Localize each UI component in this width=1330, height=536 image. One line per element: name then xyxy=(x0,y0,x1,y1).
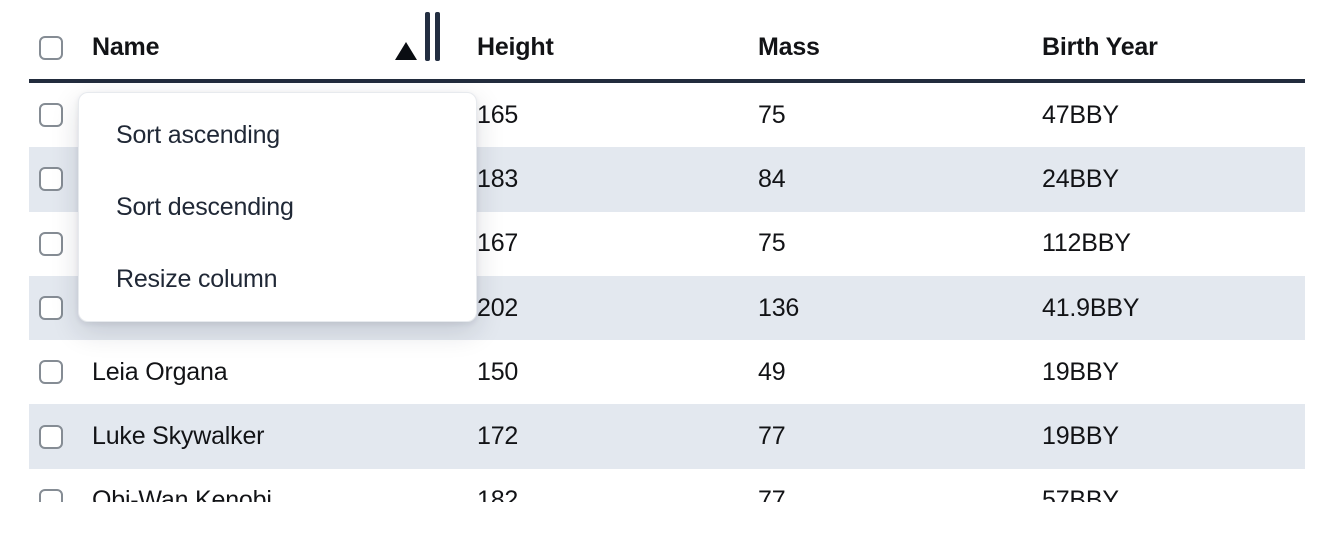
column-header-mass-label: Mass xyxy=(758,33,820,61)
cell-height: 167 xyxy=(477,229,519,258)
menu-item-resize-column[interactable]: Resize column xyxy=(116,264,278,293)
column-header-birth-year-label: Birth Year xyxy=(1042,33,1158,61)
row-checkbox-cell xyxy=(29,167,92,192)
cell-name: Obi-Wan Kenobi xyxy=(92,486,272,502)
column-context-menu: Sort ascending Sort descending Resize co… xyxy=(78,92,477,322)
row-checkbox-cell xyxy=(29,488,92,502)
cell-birth-year: 57BBY xyxy=(1042,486,1119,502)
table-row[interactable]: Luke Skywalker 172 77 19BBY xyxy=(29,404,1305,469)
data-table: Name Height Mass Birth Year xyxy=(29,0,1305,502)
sort-ascending-icon xyxy=(395,42,417,60)
cell-birth-year: 112BBY xyxy=(1042,229,1131,258)
column-header-name-label: Name xyxy=(92,33,160,61)
cell-birth-year: 41.9BBY xyxy=(1042,293,1140,322)
table-header-row: Name Height Mass Birth Year xyxy=(29,0,1305,83)
cell-birth-year: 24BBY xyxy=(1042,164,1119,193)
cell-birth-year: 47BBY xyxy=(1042,100,1119,129)
row-checkbox[interactable] xyxy=(39,103,63,128)
row-checkbox-cell xyxy=(29,360,92,385)
cell-mass: 77 xyxy=(758,486,786,502)
table-row[interactable]: Obi-Wan Kenobi 182 77 57BBY xyxy=(29,469,1305,502)
row-checkbox[interactable] xyxy=(39,488,63,502)
row-checkbox[interactable] xyxy=(39,231,63,256)
cell-birth-year: 19BBY xyxy=(1042,422,1119,451)
row-checkbox[interactable] xyxy=(39,360,63,385)
table-row[interactable]: Leia Organa 150 49 19BBY xyxy=(29,340,1305,404)
table-row[interactable]: 165 75 47BBY xyxy=(29,83,1305,147)
row-checkbox-cell xyxy=(29,103,92,128)
menu-item-sort-descending[interactable]: Sort descending xyxy=(116,192,294,221)
cell-mass: 75 xyxy=(758,229,786,258)
table-body: 165 75 47BBY 183 84 24BBY 167 75 112BBY … xyxy=(29,83,1305,502)
cell-height: 172 xyxy=(477,422,519,451)
cell-birth-year: 19BBY xyxy=(1042,357,1119,386)
row-checkbox[interactable] xyxy=(39,424,63,449)
row-checkbox-cell xyxy=(29,296,92,321)
cell-mass: 84 xyxy=(758,164,786,193)
cell-mass: 75 xyxy=(758,100,786,129)
select-all-checkbox[interactable] xyxy=(39,35,63,60)
table-row[interactable]: 167 75 112BBY xyxy=(29,212,1305,276)
cell-name: Luke Skywalker xyxy=(92,422,265,451)
table-row[interactable]: 202 136 41.9BBY xyxy=(29,275,1305,341)
cell-height: 165 xyxy=(477,100,519,129)
header-checkbox-cell xyxy=(29,35,92,60)
row-checkbox-cell xyxy=(29,231,92,256)
row-checkbox[interactable] xyxy=(39,167,63,192)
menu-item-sort-ascending[interactable]: Sort ascending xyxy=(116,120,280,149)
column-header-birth-year[interactable]: Birth Year xyxy=(1042,33,1305,62)
column-resize-handle-icon[interactable] xyxy=(425,12,440,61)
cell-name: Leia Organa xyxy=(92,357,228,386)
table-viewport: Name Height Mass Birth Year xyxy=(29,0,1305,502)
cell-height: 150 xyxy=(477,357,519,386)
column-header-height-label: Height xyxy=(477,33,554,61)
row-checkbox-cell xyxy=(29,424,92,449)
cell-height: 202 xyxy=(477,293,519,322)
column-header-name[interactable]: Name xyxy=(92,33,477,62)
column-header-mass[interactable]: Mass xyxy=(758,33,1042,62)
cell-mass: 49 xyxy=(758,357,786,386)
cell-height: 183 xyxy=(477,164,519,193)
cell-mass: 136 xyxy=(758,293,800,322)
row-checkbox[interactable] xyxy=(39,296,63,321)
cell-height: 182 xyxy=(477,486,519,502)
column-header-height[interactable]: Height xyxy=(477,33,758,62)
cell-mass: 77 xyxy=(758,422,786,451)
